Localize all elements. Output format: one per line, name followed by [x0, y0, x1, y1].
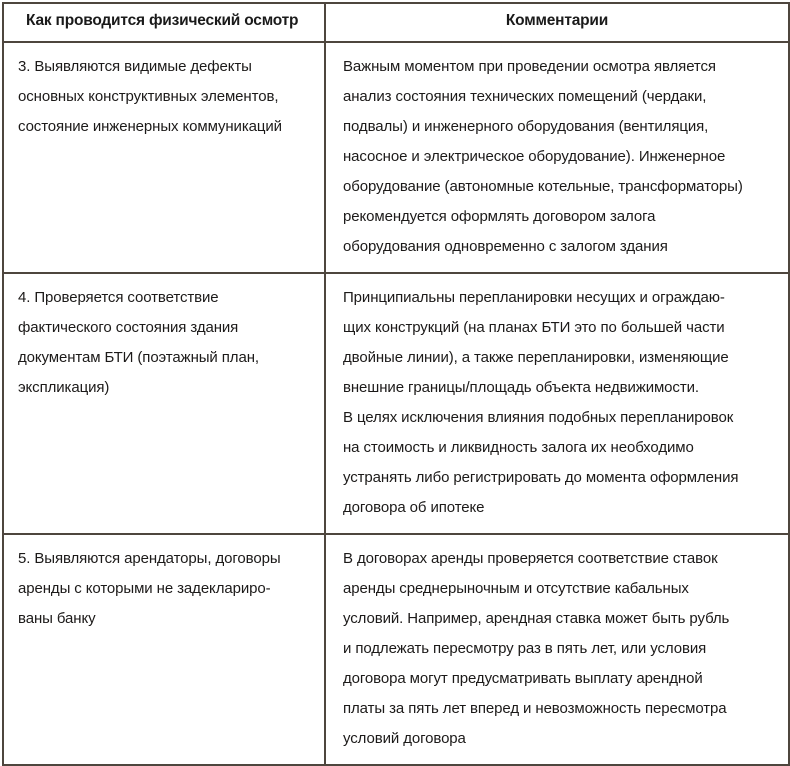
- table-row: 5. Выявляются арендаторы, договоры аренд…: [2, 533, 790, 766]
- cell-procedure: 5. Выявляются арендаторы, договоры аренд…: [2, 533, 326, 766]
- table-row: 3. Выявляются видимые дефекты основных к…: [2, 41, 790, 274]
- comments-text: Принципиальны перепланировки несущих и о…: [343, 289, 739, 516]
- cell-comments: В договорах аренды проверяется соответст…: [324, 533, 790, 766]
- column-header-procedure-label: Как проводится физический осмотр: [26, 12, 299, 29]
- procedure-text: 4. Проверяется соответствие фактического…: [18, 289, 259, 396]
- cell-comments: Принципиальны перепланировки несущих и о…: [324, 272, 790, 535]
- comments-text: В договорах аренды проверяется соответст…: [343, 550, 730, 747]
- column-header-comments: Комментарии: [324, 2, 790, 43]
- cell-procedure: 4. Проверяется соответствие фактического…: [2, 272, 326, 535]
- cell-procedure: 3. Выявляются видимые дефекты основных к…: [2, 41, 326, 274]
- procedure-text: 3. Выявляются видимые дефекты основных к…: [18, 58, 282, 135]
- table-row: 4. Проверяется соответствие фактического…: [2, 272, 790, 535]
- table-body: 3. Выявляются видимые дефекты основных к…: [2, 41, 790, 766]
- column-header-comments-label: Комментарии: [505, 12, 609, 29]
- cell-comments: Важным моментом при проведении осмотра я…: [324, 41, 790, 274]
- table-header-row: Как проводится физический осмотр Коммент…: [2, 2, 790, 43]
- column-header-procedure: Как проводится физический осмотр: [2, 2, 326, 43]
- procedure-text: 5. Выявляются арендаторы, договоры аренд…: [18, 550, 281, 627]
- table-header: Как проводится физический осмотр Коммент…: [2, 2, 790, 43]
- comments-text: Важным моментом при проведении осмотра я…: [343, 58, 743, 255]
